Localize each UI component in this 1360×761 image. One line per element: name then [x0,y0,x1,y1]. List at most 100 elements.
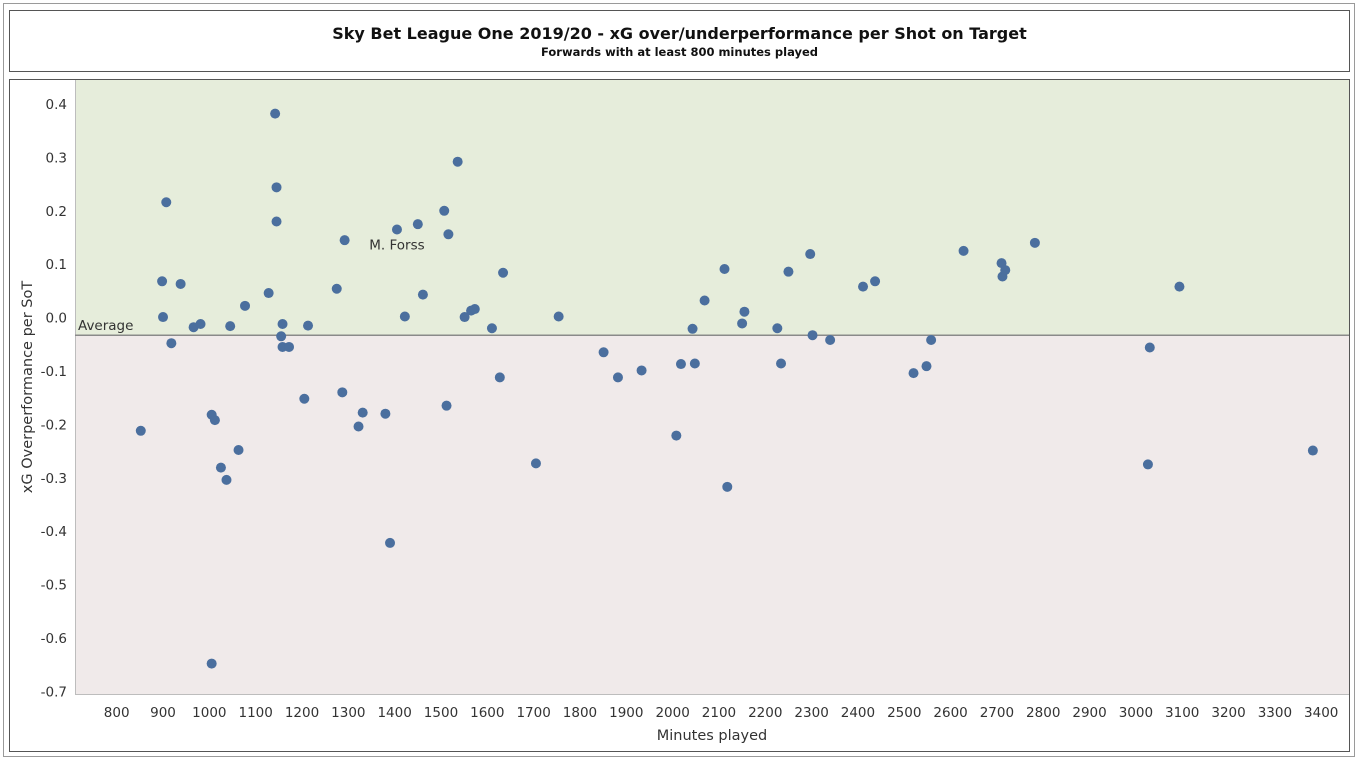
chart-subtitle: Forwards with at least 800 minutes playe… [540,45,819,59]
data-point [385,537,396,548]
data-point [1142,459,1153,470]
y-tick-label: 0.2 [46,204,67,220]
y-tick-label: 0.0 [46,311,67,327]
x-tick-label: 2600 [933,705,967,721]
background-bands [75,80,1349,695]
data-point [908,368,919,379]
chart-panel: 0.4 0.3 0.2 0.1 0.0 -0.1 -0.2 -0.3 -0.4 -0.5 -0.6 -… [9,79,1350,752]
x-tick-label: 3200 [1211,705,1245,721]
data-point [671,430,682,441]
data-point [215,462,226,473]
x-tick-label: 3100 [1165,705,1199,721]
data-point [337,387,348,398]
data-point [412,219,423,230]
data-point [530,458,541,469]
data-point [469,304,480,315]
above-average-band [75,80,1349,336]
x-tick-label: 2400 [841,705,875,721]
x-tick-label: 2300 [794,705,828,721]
annotations: M. Forss [369,238,424,254]
data-point [166,338,177,349]
x-tick-label: 3000 [1119,705,1153,721]
x-tick-label: 3300 [1258,705,1292,721]
data-point [284,341,295,352]
data-point [805,249,816,260]
data-point [195,318,206,329]
data-point [1029,237,1040,248]
data-point [391,224,402,235]
data-point [687,323,698,334]
x-tick-label: 2200 [748,705,782,721]
data-point [399,311,410,322]
below-average-band [75,335,1349,694]
data-point [277,318,288,329]
data-point [498,267,509,278]
data-point [807,330,818,341]
data-points [135,108,1318,669]
x-tick-label: 1600 [470,705,504,721]
y-tick-label: 0.1 [46,257,67,273]
x-tick-label: 1400 [377,705,411,721]
x-tick-label: 3400 [1304,705,1338,721]
data-point [161,197,172,208]
data-point [858,281,869,292]
data-point [270,108,281,119]
point-annotation: M. Forss [369,238,424,254]
x-tick-label: 1500 [424,705,458,721]
data-point [157,276,168,287]
y-tick-label: -0.2 [41,417,67,433]
y-tick-label: 0.4 [46,97,67,113]
chart-title: Sky Bet League One 2019/20 - xG over/und… [332,24,1027,43]
data-point [357,407,368,418]
x-tick-label: 2900 [1072,705,1106,721]
x-tick-label: 1900 [609,705,643,721]
average-reference: Average [75,318,1349,336]
data-point [417,289,428,300]
data-point [439,205,450,216]
scatter-chart: 0.4 0.3 0.2 0.1 0.0 -0.1 -0.2 -0.3 -0.4 -0.5 -0.6 -… [20,80,1349,744]
data-point [870,276,881,287]
y-tick-label: -0.7 [41,684,67,700]
x-tick-label: 1800 [563,705,597,721]
data-point [441,400,452,411]
data-point [135,425,146,436]
data-point [689,358,700,369]
average-label: Average [78,318,133,334]
data-point [240,300,251,311]
data-point [494,372,505,383]
y-tick-label: 0.3 [46,150,67,166]
data-point [737,318,748,329]
data-point [221,474,232,485]
data-point [598,347,609,358]
data-point [825,335,836,346]
data-point [719,264,730,275]
data-point [1174,281,1185,292]
data-point [276,331,287,342]
data-point [636,365,647,376]
x-tick-label: 2000 [655,705,689,721]
data-point [739,306,750,317]
data-point [1144,342,1155,353]
data-point [612,372,623,383]
data-point [339,235,350,246]
data-point [772,323,783,334]
data-point [459,312,470,323]
data-point [263,288,274,299]
x-tick-label: 800 [104,705,130,721]
data-point [443,229,454,240]
x-tick-label: 1700 [516,705,550,721]
y-tick-label: -0.4 [41,524,67,540]
y-tick-label: -0.1 [41,364,67,380]
data-point [776,358,787,369]
x-tick-label: 2800 [1026,705,1060,721]
data-point [486,323,497,334]
x-axis-ticks: 800 900 1000 1100 1200 1300 1400 1500 1600 1700 18… [104,705,1339,721]
x-tick-label: 2500 [887,705,921,721]
y-tick-label: -0.5 [41,578,67,594]
data-point [271,182,282,193]
data-point [206,658,217,669]
data-point [331,283,342,294]
x-tick-label: 1200 [285,705,319,721]
data-point [175,278,186,289]
data-point [722,481,733,492]
